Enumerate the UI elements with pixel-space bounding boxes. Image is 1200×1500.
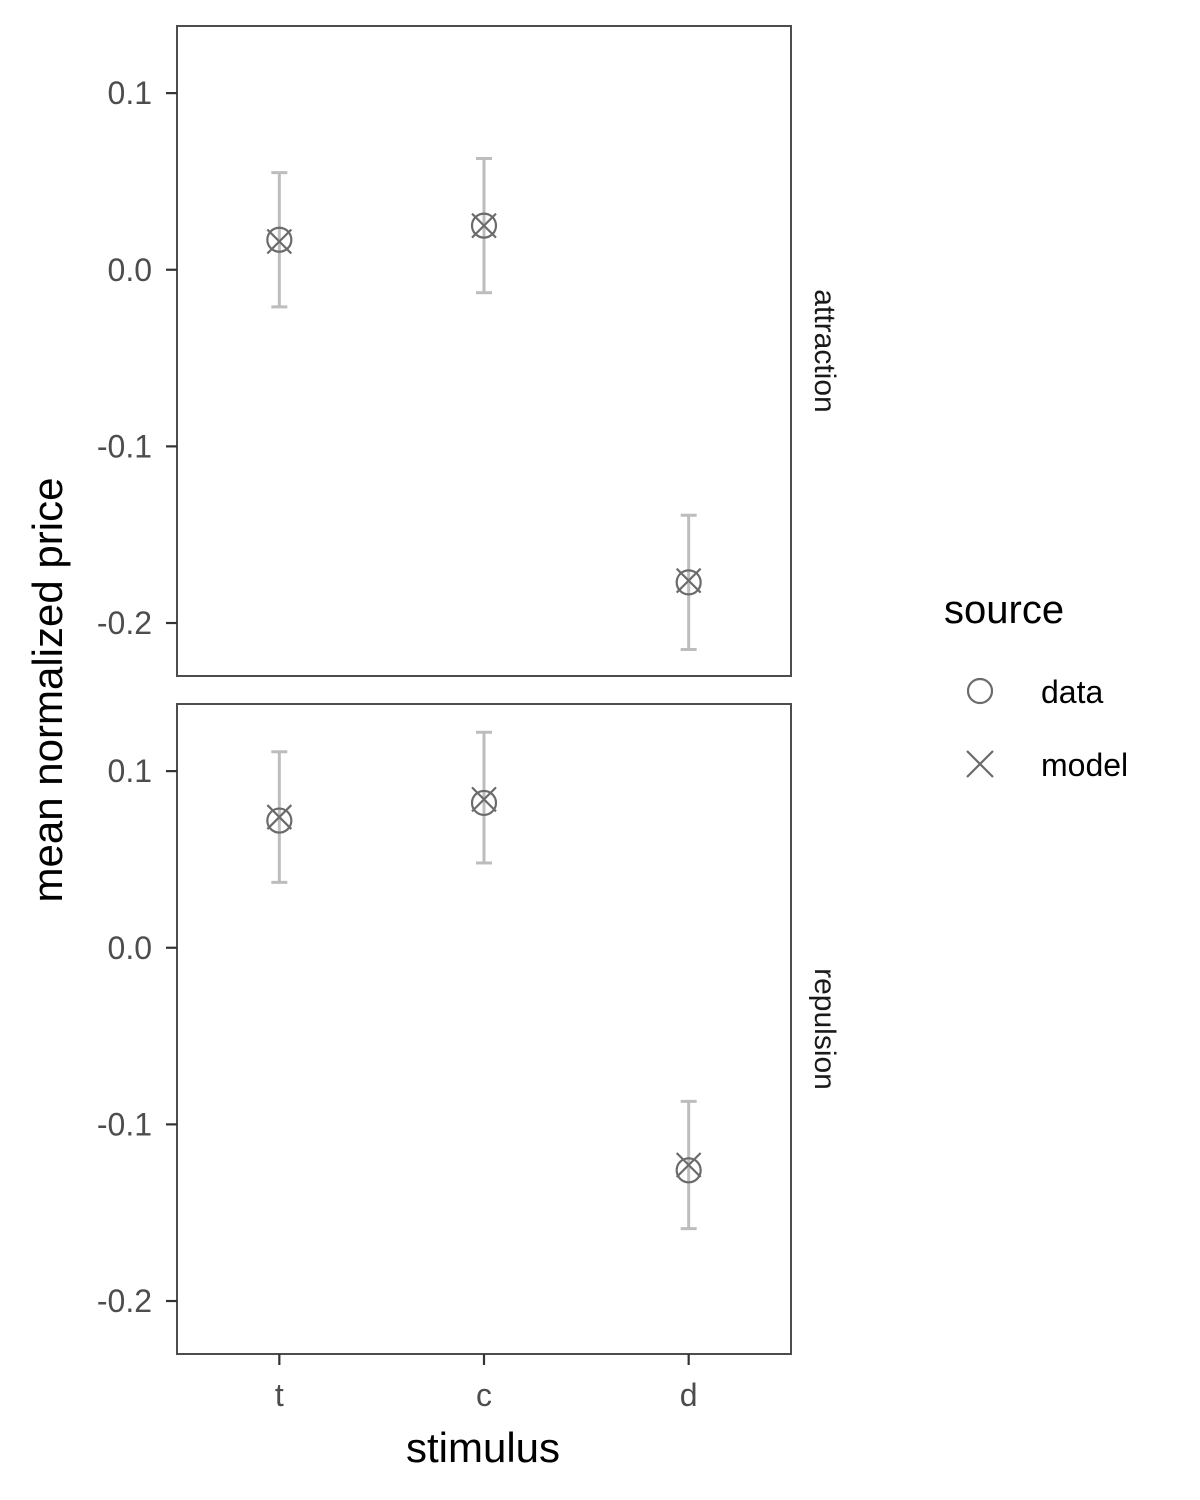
model-cross-b [675,1152,702,1178]
panels-layer: 0.1 0.0 -0.1 -0.2 attraction 0.1 0.0 -0.1 -0.2 re… [97,25,841,1413]
model-point [266,228,293,255]
data-point [266,226,293,253]
model-cross-b [471,786,497,813]
legend-label-data: data [1041,674,1103,710]
panel-repulsion: 0.1 0.0 -0.1 -0.2 repulsion t c d [97,703,841,1413]
model-cross-b [266,228,293,255]
model-point [471,786,497,813]
x-tick-label: d [680,1377,698,1413]
x-tick-label: t [275,1377,284,1413]
data-point [675,569,702,596]
error-bar [271,171,288,309]
strip-label-repulsion: repulsion [808,968,841,1090]
y-tick-label: -0.2 [97,605,152,641]
y-tick-label: 0.1 [108,75,152,111]
y-tick-label: 0.1 [108,753,152,789]
y-tick-label: -0.1 [97,1106,152,1142]
model-point [675,1152,702,1178]
panel-attraction: 0.1 0.0 -0.1 -0.2 attraction [97,25,841,677]
y-tick-label: -0.2 [97,1283,152,1319]
model-cross-b [266,804,293,830]
data-point [470,212,498,239]
strip-label-attraction: attraction [808,289,841,412]
model-point [266,804,293,830]
y-tick-label: 0.0 [108,252,152,288]
data-point [675,1157,702,1184]
model-cross-b [471,212,497,239]
legend-key-data-circle-icon [966,677,994,705]
data-point [266,807,293,834]
error-bar [476,730,492,865]
error-bar [680,513,697,652]
model-point [675,567,702,594]
x-tick-label: c [476,1377,492,1413]
x-axis-title: stimulus [406,1424,560,1471]
y-tick-label: -0.1 [97,428,152,464]
model-point [471,212,497,239]
legend-key-model-cross-icon [966,750,994,778]
data-point [470,789,498,817]
legend-title: source [944,588,1064,632]
y-axis-title: mean normalized price [24,478,71,903]
y-tick-label: 0.0 [108,930,152,966]
model-cross-b [675,567,702,594]
legend-label-model: model [1041,747,1128,783]
legend: source data model [944,588,1128,783]
